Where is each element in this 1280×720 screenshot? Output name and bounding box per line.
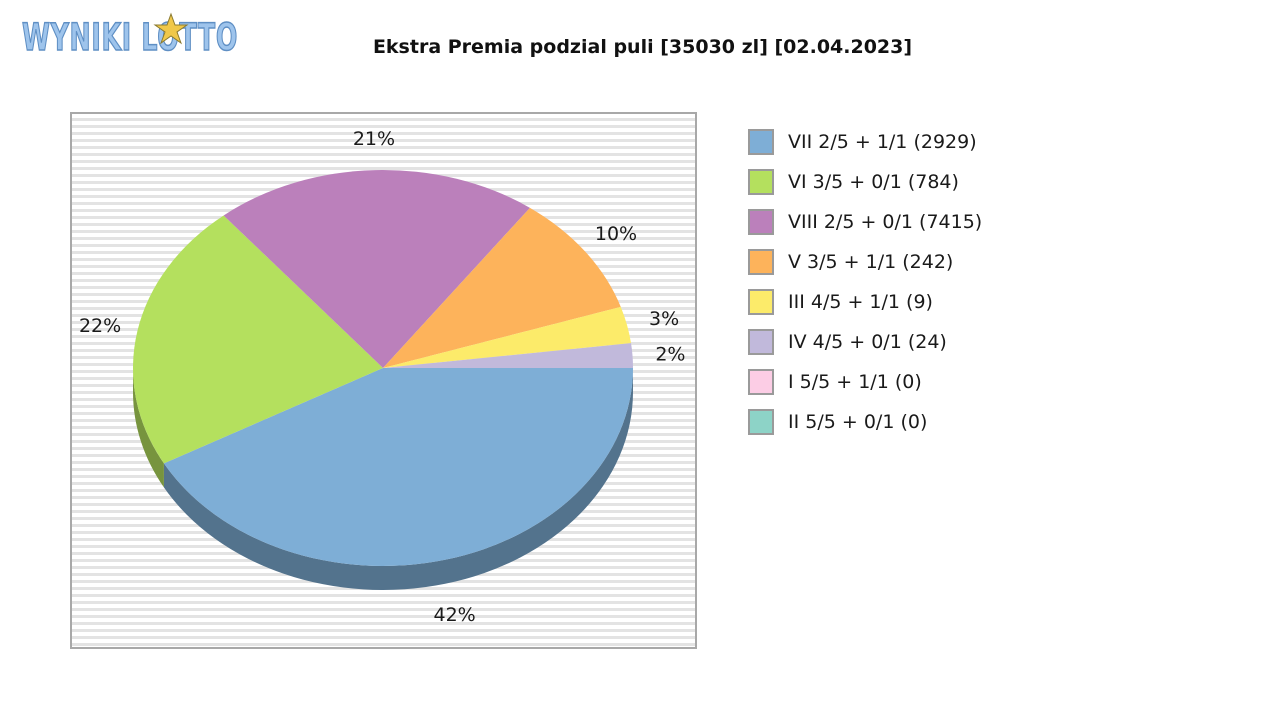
star-icon [153,12,189,45]
pie-slice-1 [133,215,383,464]
legend-item: V 3/5 + 1/1 (242) [748,242,982,282]
legend-swatch [748,409,774,435]
pie-slice-5 [383,343,633,368]
legend-label: I 5/5 + 1/1 (0) [788,371,922,393]
legend-swatch [748,249,774,275]
pie-sides [133,368,633,591]
legend-swatch [748,209,774,235]
pie-slices [133,169,633,567]
legend-item: II 5/5 + 0/1 (0) [748,402,982,442]
slice-label-3: 10% [595,223,637,245]
chart-title: Ekstra Premia podzial puli [35030 zl] [0… [372,36,913,58]
legend-swatch [748,329,774,355]
slice-label-1: 22% [79,315,121,337]
legend: VII 2/5 + 1/1 (2929) VI 3/5 + 0/1 (784) VI… [748,122,982,442]
legend-label: VII 2/5 + 1/1 (2929) [788,131,977,153]
legend-label: V 3/5 + 1/1 (242) [788,251,954,273]
legend-item: VI 3/5 + 0/1 (784) [748,162,982,202]
pie-side-1 [133,368,164,488]
legend-swatch [748,289,774,315]
pie-slice-3 [383,207,621,368]
legend-item: I 5/5 + 1/1 (0) [748,362,982,402]
legend-item: VII 2/5 + 1/1 (2929) [748,122,982,162]
pie-slice-2 [223,169,530,368]
legend-swatch [748,369,774,395]
slice-label-0: 42% [434,604,476,626]
legend-label: II 5/5 + 0/1 (0) [788,411,928,433]
slice-label-2: 21% [353,128,395,150]
legend-swatch [748,129,774,155]
legend-swatch [748,169,774,195]
wyniki-lotto-logo: WYNIKI LOTTO [21,12,238,60]
legend-item: IV 4/5 + 0/1 (24) [748,322,982,362]
pie-slice-0 [163,368,633,567]
legend-label: III 4/5 + 1/1 (9) [788,291,933,313]
legend-item: VIII 2/5 + 0/1 (7415) [748,202,982,242]
legend-label: VI 3/5 + 0/1 (784) [788,171,959,193]
slice-label-5: 2% [655,344,685,366]
pie-labels: 42% 22% 21% 10% 3% 2% [79,128,686,626]
legend-label: VIII 2/5 + 0/1 (7415) [788,211,983,233]
legend-item: III 4/5 + 1/1 (9) [748,282,982,322]
slice-label-4: 3% [649,308,679,330]
pie-slice-4 [383,306,632,368]
logo-text: WYNIKI LOTTO [22,16,238,59]
legend-label: IV 4/5 + 0/1 (24) [788,331,947,353]
